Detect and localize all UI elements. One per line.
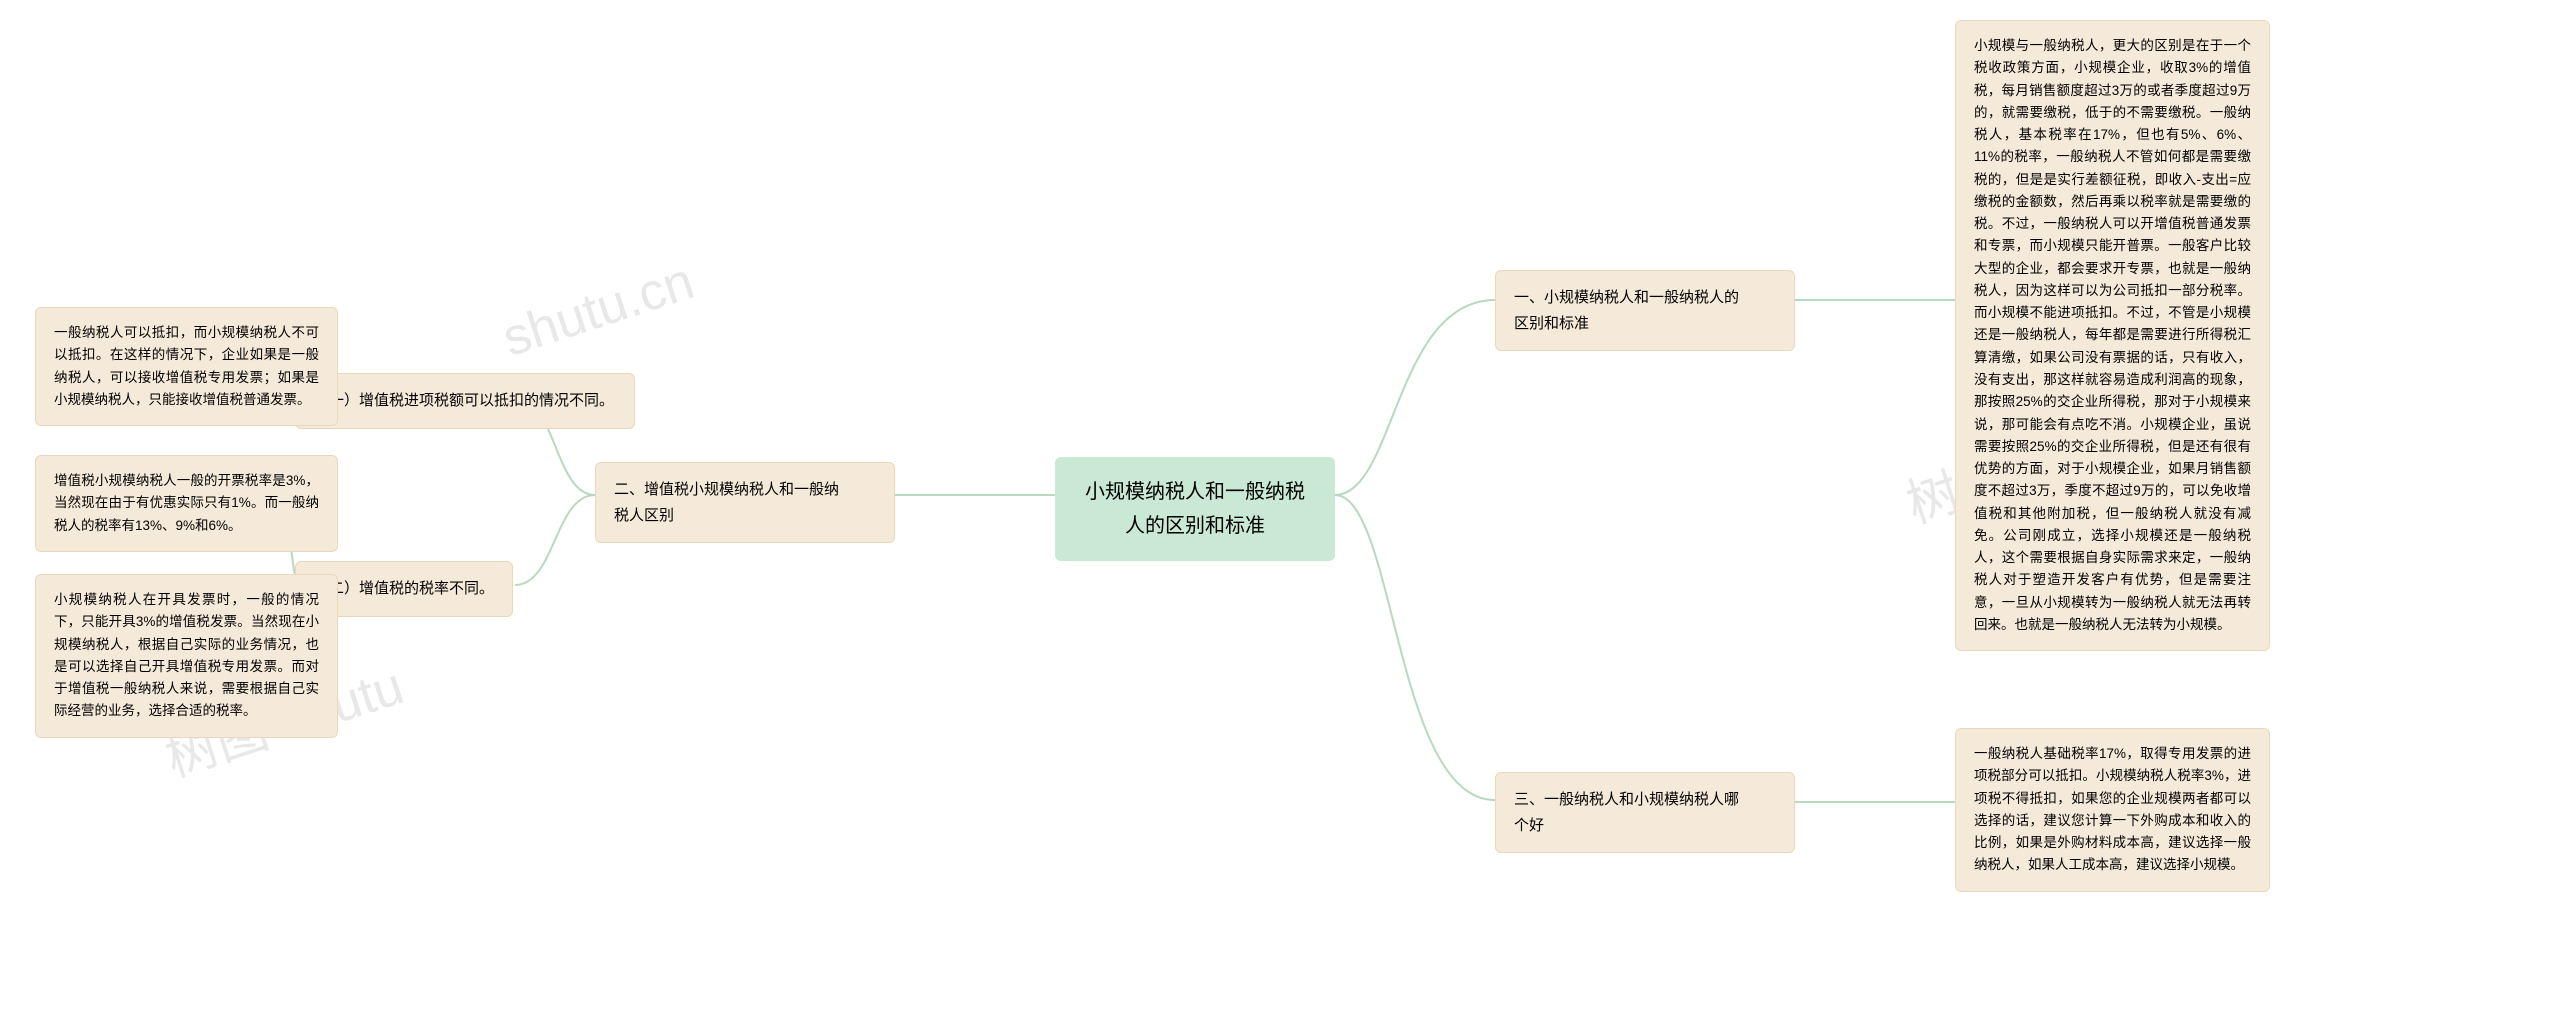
branch-3-l1: 三、一般纳税人和小规模纳税人哪 <box>1514 787 1776 813</box>
branch-2: 二、增值税小规模纳税人和一般纳 税人区别 <box>595 462 895 543</box>
branch-2-2-leaf2: 小规模纳税人在开具发票时，一般的情况下，只能开具3%的增值税发票。当然现在小规模… <box>35 574 338 738</box>
branch-1-l2: 区别和标准 <box>1514 311 1776 337</box>
root-node: 小规模纳税人和一般纳税 人的区别和标准 <box>1055 457 1335 561</box>
branch-2-2-leaf1: 增值税小规模纳税人一般的开票税率是3%，当然现在由于有优惠实际只有1%。而一般纳… <box>35 455 338 552</box>
branch-1-leaf: 小规模与一般纳税人，更大的区别是在于一个税收政策方面，小规模企业，收取3%的增值… <box>1955 20 2270 651</box>
connector-b1-leaf <box>1795 270 1955 330</box>
branch-2-1-leaf: 一般纳税人可以抵扣，而小规模纳税人不可以抵扣。在这样的情况下，企业如果是一般纳税… <box>35 307 338 426</box>
root-line1: 小规模纳税人和一般纳税 <box>1079 475 1311 509</box>
branch-1-l1: 一、小规模纳税人和一般纳税人的 <box>1514 285 1776 311</box>
connector-b2-22 <box>515 495 595 595</box>
branch-2-1: （一）增值税进项税额可以抵扣的情况不同。 <box>295 373 635 429</box>
connector-root-b1 <box>1335 270 1495 500</box>
branch-3-leaf: 一般纳税人基础税率17%，取得专用发票的进项税部分可以抵扣。小规模纳税人税率3%… <box>1955 728 2270 892</box>
watermark-1: shutu.cn <box>496 251 701 369</box>
branch-1: 一、小规模纳税人和一般纳税人的 区别和标准 <box>1495 270 1795 351</box>
connector-b3-leaf <box>1795 772 1955 832</box>
branch-2-l1: 二、增值税小规模纳税人和一般纳 <box>614 477 876 503</box>
root-line2: 人的区别和标准 <box>1079 509 1311 543</box>
branch-3: 三、一般纳税人和小规模纳税人哪 个好 <box>1495 772 1795 853</box>
connector-root-b3 <box>1335 495 1495 805</box>
branch-2-l2: 税人区别 <box>614 503 876 529</box>
branch-3-l2: 个好 <box>1514 813 1776 839</box>
connector-root-b2 <box>895 462 1055 532</box>
